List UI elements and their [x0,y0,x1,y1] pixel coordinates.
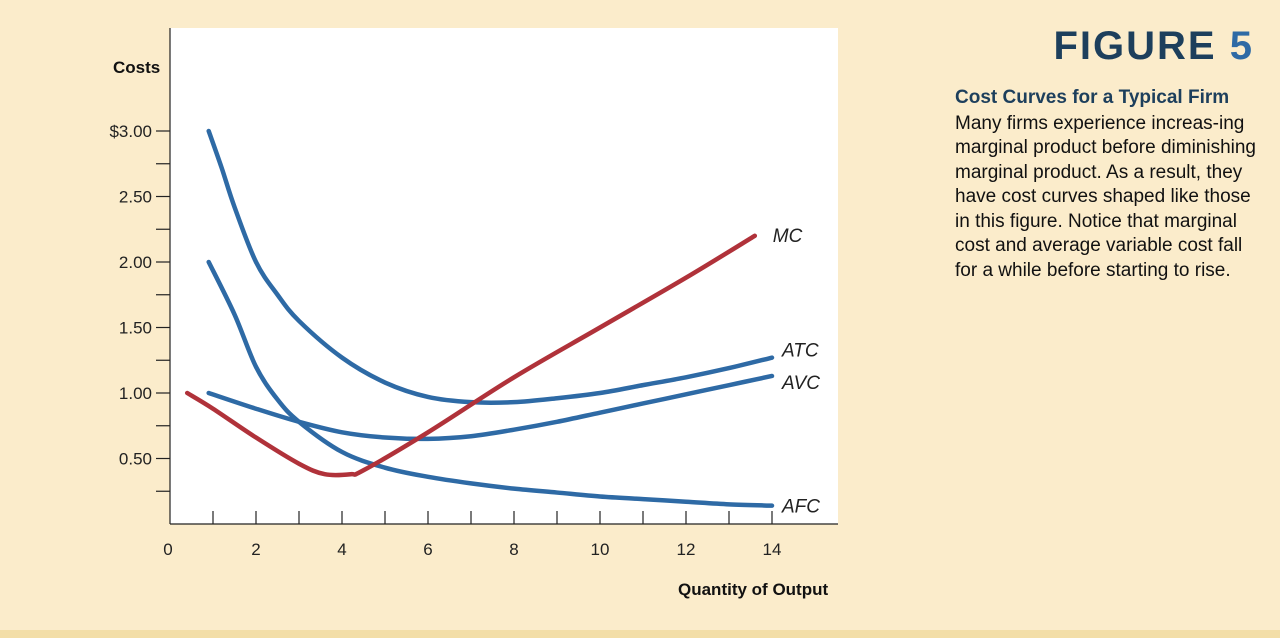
curve-avc [206,373,775,442]
x-tick-label: 4 [337,540,346,559]
y-tick-label: 1.50 [119,319,152,338]
figure-label: FIGURE 5 [1054,24,1255,69]
x-tick-label: 6 [423,540,432,559]
x-axis-title: Quantity of Output [678,580,829,599]
x-tick-label: 0 [163,540,172,559]
figure-caption: Cost Curves for a Typical Firm Many firm… [955,86,1265,283]
y-axis-title: Costs [113,58,161,77]
series-label-mc: MC [773,226,803,247]
series-label-atc: ATC [781,341,819,362]
figure-label-number: 5 [1229,24,1254,68]
bottom-rule [0,630,1280,638]
x-tick-label: 14 [763,540,782,559]
y-tick-label: 2.00 [119,253,152,272]
y-tick-label: 1.00 [119,384,152,403]
y-tick-label: 2.50 [119,188,152,207]
caption-body: Many firms experience increas-ing margin… [955,112,1256,281]
curve-atc [206,128,775,405]
x-tick-label: 8 [509,540,518,559]
curve-mc [184,233,758,478]
y-tick-label: $3.00 [109,122,152,141]
caption-title: Cost Curves for a Typical Firm [955,87,1230,108]
series-label-avc: AVC [781,373,820,394]
chart-panel [170,28,838,524]
figure-label-word: FIGURE [1053,24,1217,68]
x-tick-label: 2 [251,540,260,559]
series-label-afc: AFC [781,497,820,518]
x-tick-label: 12 [677,540,696,559]
curve-afc [206,259,775,508]
x-tick-label: 10 [591,540,610,559]
y-tick-label: 0.50 [119,450,152,469]
